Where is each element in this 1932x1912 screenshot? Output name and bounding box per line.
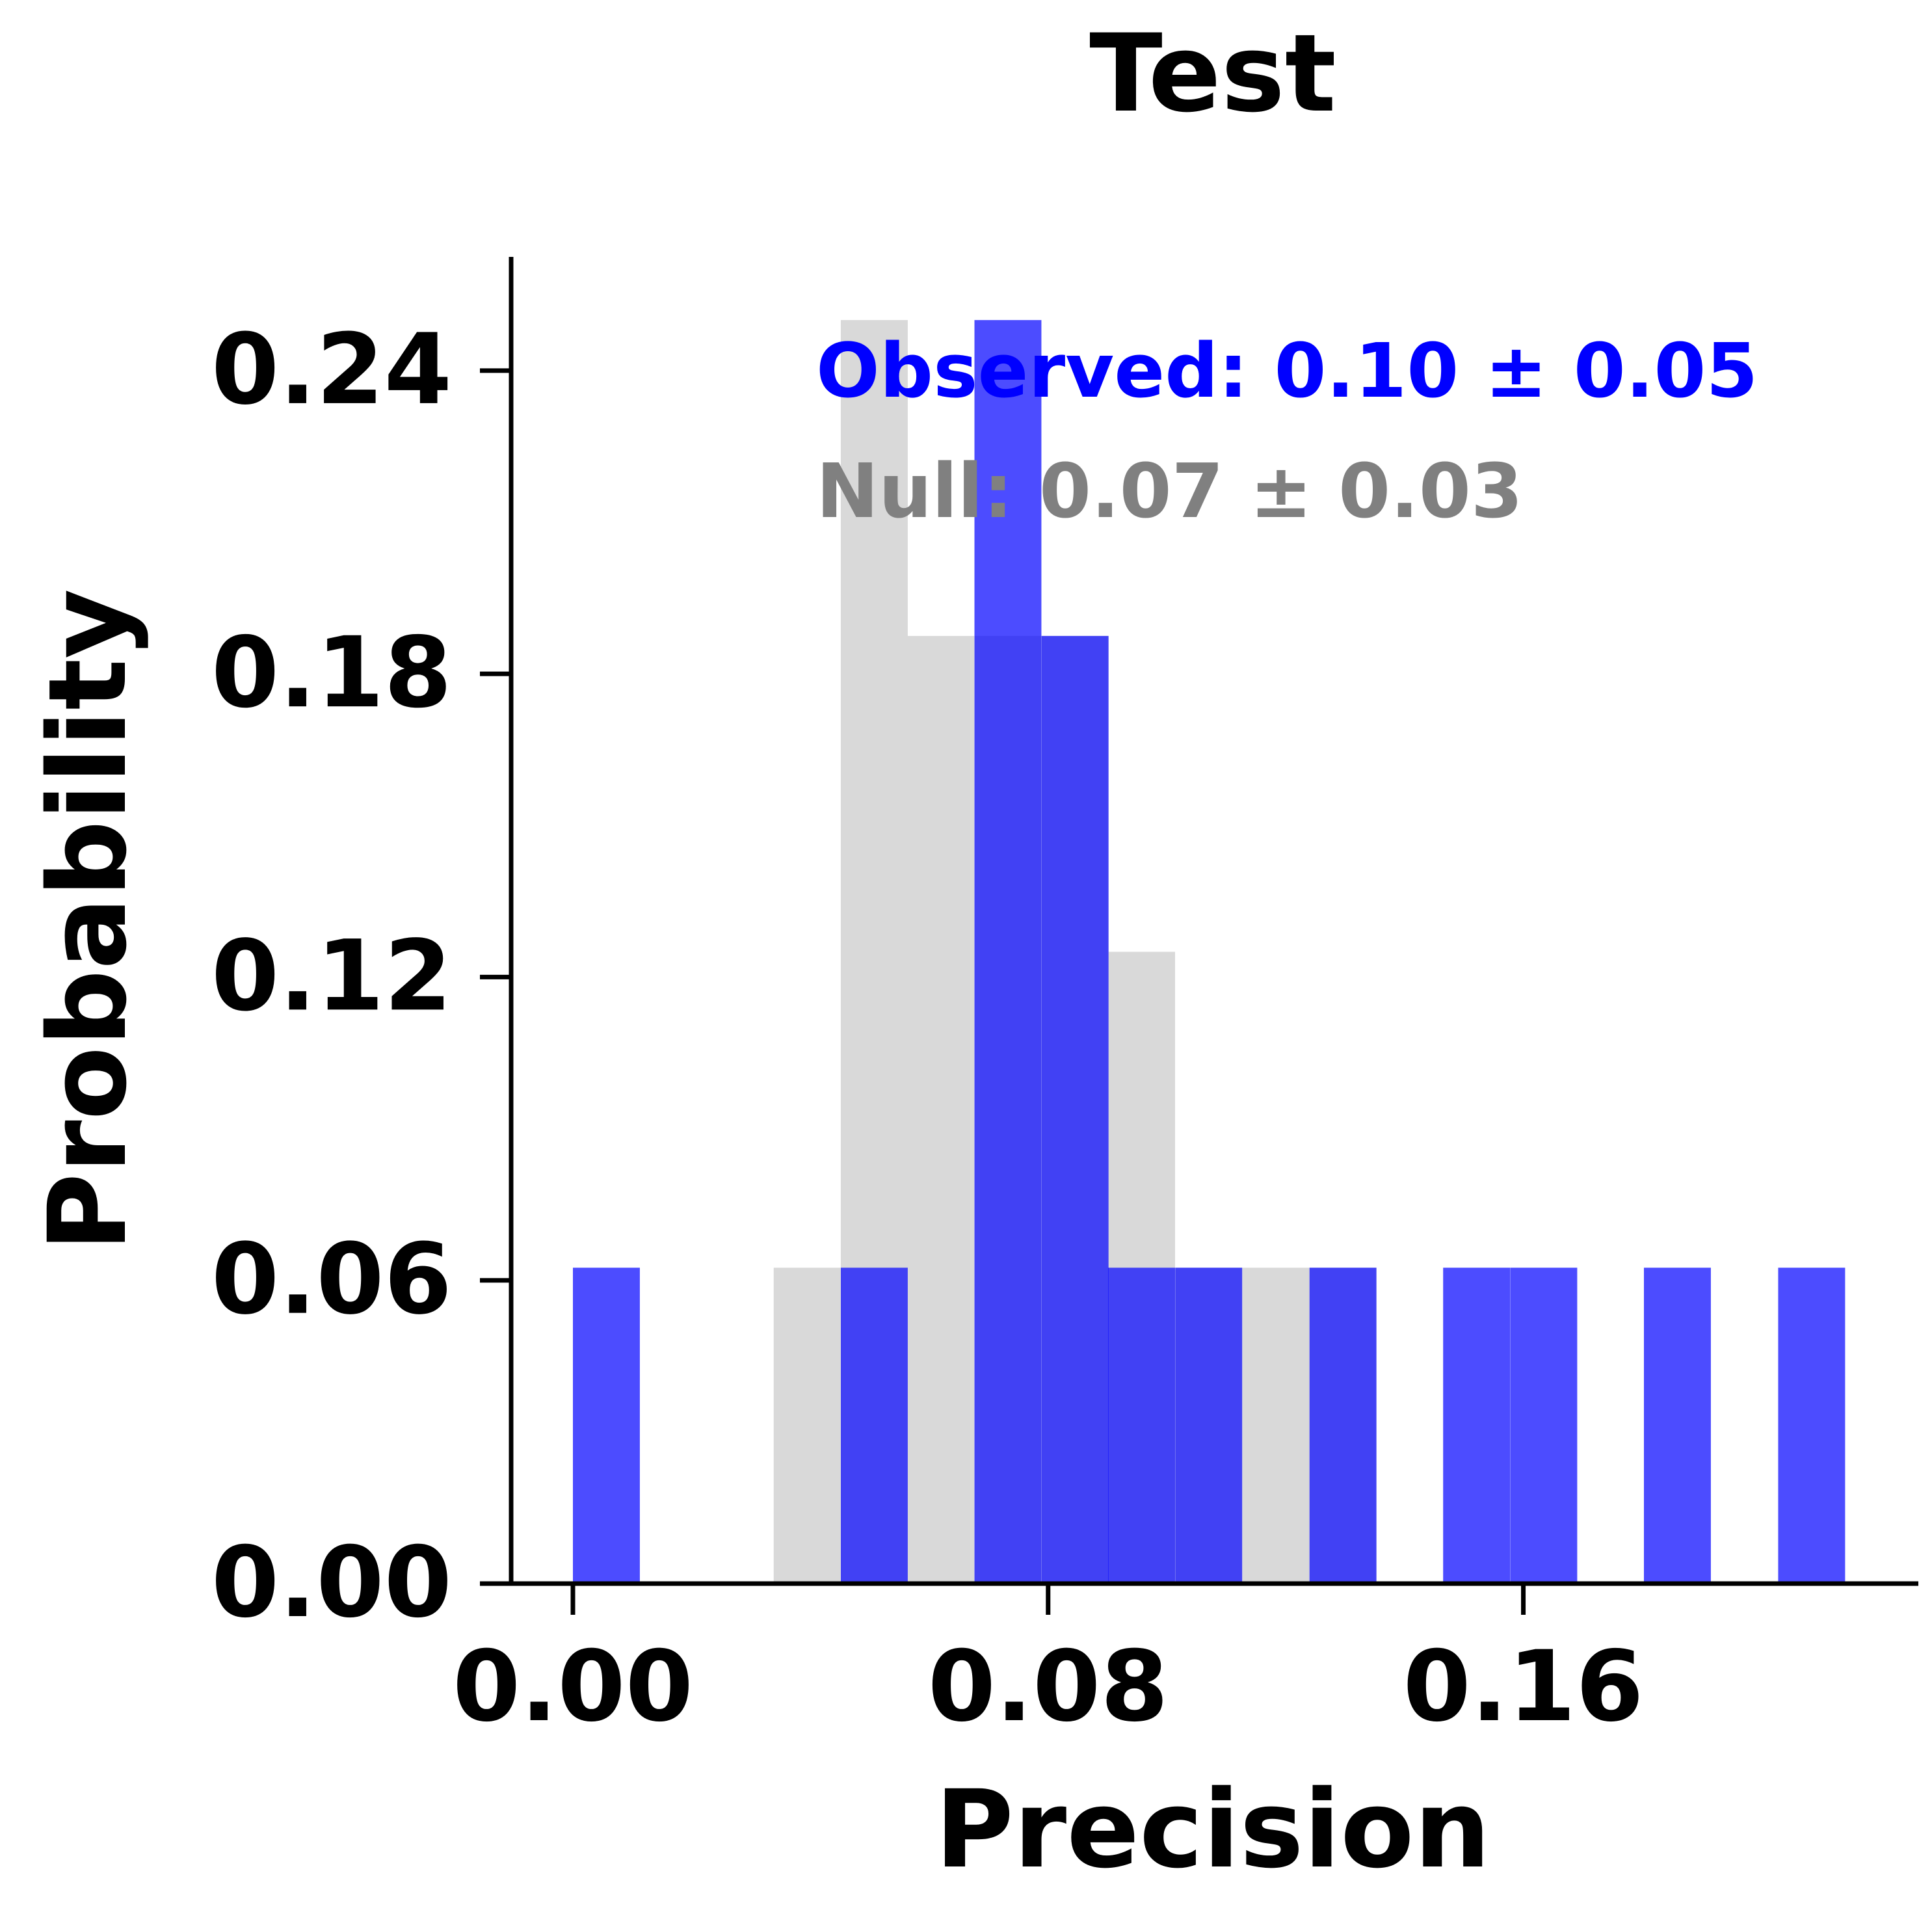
y-tick-label: 0.00 xyxy=(211,1526,452,1640)
observed-bar xyxy=(1643,1268,1711,1584)
observed-bar xyxy=(974,320,1042,1584)
x-tick-label: 0.16 xyxy=(1403,1630,1643,1744)
observed-bar xyxy=(1175,1268,1243,1584)
null-bar xyxy=(907,635,975,1584)
y-tick-label: 0.06 xyxy=(211,1223,452,1336)
null-bar xyxy=(1242,1268,1310,1584)
x-axis-ticks: 0.00 0.08 0.16 xyxy=(453,1584,1644,1744)
y-tick-label: 0.24 xyxy=(211,313,452,427)
observed-bar xyxy=(1108,1268,1175,1584)
x-axis-label: Precision xyxy=(935,1767,1490,1892)
chart-title: Test xyxy=(1089,11,1336,136)
y-tick-label: 0.12 xyxy=(211,920,452,1033)
x-tick-label: 0.00 xyxy=(453,1630,693,1744)
observed-bar xyxy=(840,1268,908,1584)
y-axis-ticks: 0.00 0.06 0.12 0.18 0.24 xyxy=(211,313,511,1640)
observed-bar xyxy=(1443,1268,1511,1584)
observed-bar xyxy=(573,1268,640,1584)
null-bar xyxy=(773,1268,841,1584)
observed-bar xyxy=(1041,635,1109,1584)
observed-distribution-bars xyxy=(573,320,1846,1584)
y-tick-label: 0.18 xyxy=(211,617,452,730)
y-axis-label: Probability xyxy=(25,589,150,1251)
observed-summary-annotation: Observed: 0.10 ± 0.05 xyxy=(816,328,1758,415)
x-tick-label: 0.08 xyxy=(928,1630,1169,1744)
observed-bar xyxy=(1778,1268,1846,1584)
observed-bar xyxy=(1510,1268,1578,1584)
observed-bar xyxy=(1309,1268,1377,1584)
null-summary-annotation: Null: 0.07 ± 0.03 xyxy=(816,448,1523,535)
